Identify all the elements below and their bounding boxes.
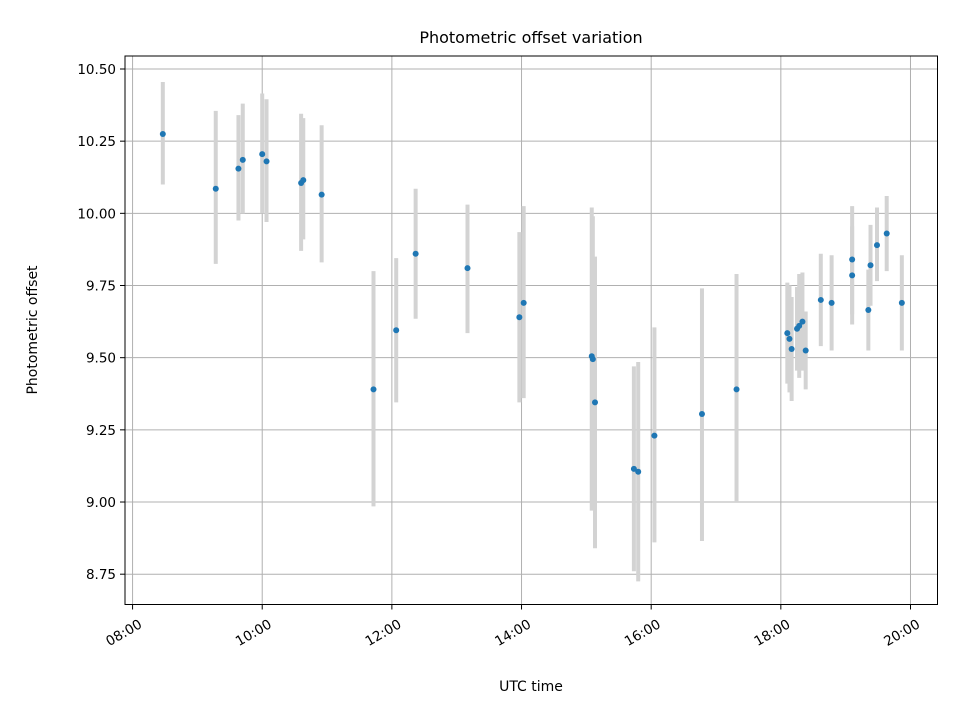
grid xyxy=(125,56,938,605)
data-point xyxy=(516,314,523,321)
data-point xyxy=(698,410,705,417)
data-point xyxy=(263,158,270,165)
data-point xyxy=(259,151,266,158)
data-point xyxy=(412,250,419,257)
y-tick-label: 10.50 xyxy=(77,62,116,78)
data-point xyxy=(591,399,598,406)
x-axis-label: UTC time xyxy=(499,679,563,695)
data-point xyxy=(786,335,793,342)
y-tick-label: 9.50 xyxy=(86,351,116,367)
data-point xyxy=(849,272,856,279)
data-point xyxy=(370,386,377,393)
data-point xyxy=(883,230,890,237)
data-point xyxy=(318,191,325,198)
y-tick-label: 9.25 xyxy=(86,423,116,439)
data-point xyxy=(589,356,596,363)
y-tick-label: 10.25 xyxy=(77,134,116,150)
plot-frame xyxy=(124,55,938,605)
data-point xyxy=(788,346,795,353)
y-axis-label: Photometric offset xyxy=(25,265,41,395)
data-point xyxy=(635,468,642,475)
data-point xyxy=(865,307,872,314)
data-point xyxy=(212,185,219,192)
data-point xyxy=(867,262,874,269)
data-points xyxy=(159,130,905,475)
data-point xyxy=(235,165,242,172)
data-point xyxy=(796,322,803,329)
data-point xyxy=(802,347,809,354)
data-point xyxy=(651,432,658,439)
data-point xyxy=(464,265,471,272)
y-tick-label: 10.00 xyxy=(77,206,116,222)
data-point xyxy=(159,130,166,137)
y-axis: 8.75 9.00 9.25 9.50 9.75 10.00 10.25 10.50 xyxy=(77,62,125,583)
data-point xyxy=(300,177,307,184)
data-point xyxy=(898,299,905,306)
y-tick-label: 9.75 xyxy=(86,279,116,295)
y-tick-label: 9.00 xyxy=(86,495,116,511)
data-point xyxy=(733,386,740,393)
data-point xyxy=(799,318,806,325)
data-point xyxy=(393,327,400,334)
data-point xyxy=(520,299,527,306)
chart-title: Photometric offset variation xyxy=(419,28,642,47)
data-point xyxy=(784,330,791,337)
data-point xyxy=(849,256,856,263)
data-point xyxy=(817,296,824,303)
data-point xyxy=(828,299,835,306)
data-point xyxy=(630,465,637,472)
data-point xyxy=(873,242,880,249)
data-point xyxy=(239,156,246,163)
y-tick-label: 8.75 xyxy=(86,567,116,583)
